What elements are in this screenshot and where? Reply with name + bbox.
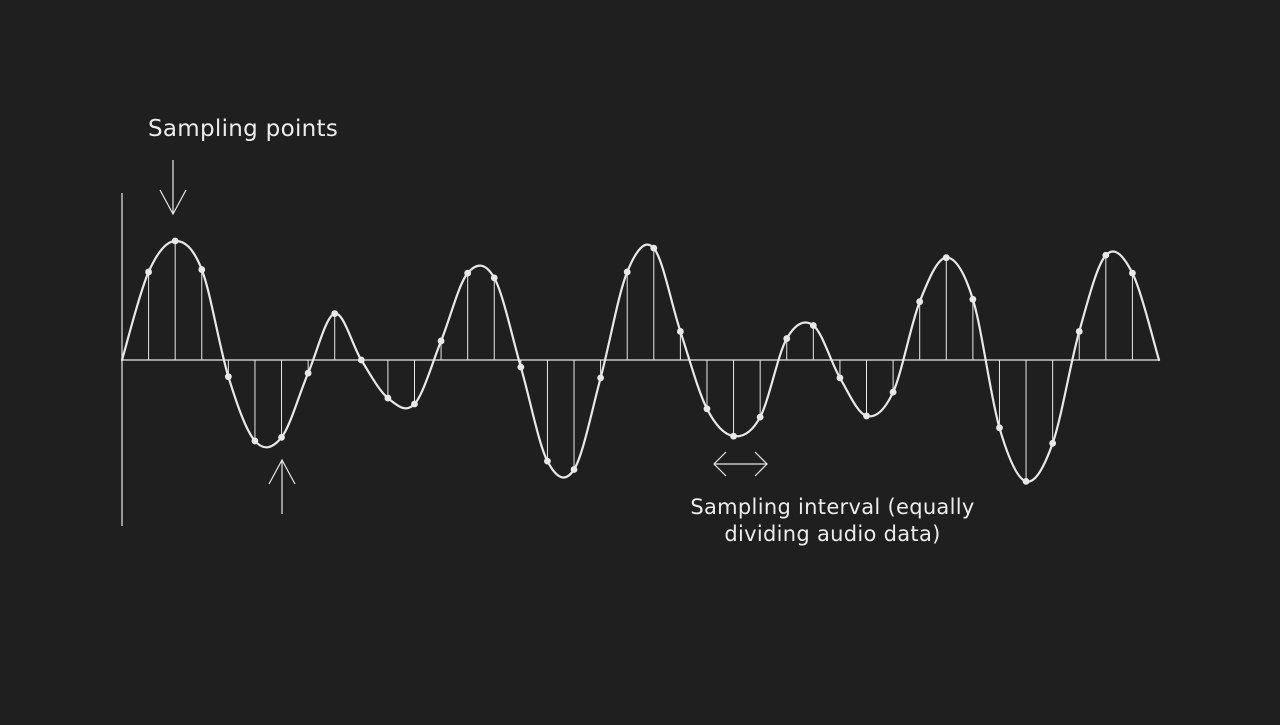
sample-point xyxy=(304,369,312,377)
sample-point xyxy=(570,466,578,473)
sample-point xyxy=(889,388,897,396)
sample-stems xyxy=(148,241,1133,482)
sample-point xyxy=(783,335,791,342)
sample-point xyxy=(490,274,498,282)
sample-point xyxy=(1049,439,1057,447)
double-arrow-icon xyxy=(713,451,768,477)
sample-point xyxy=(942,254,950,262)
sampling-interval-label-line1: Sampling interval (equally xyxy=(690,495,975,519)
sample-point xyxy=(916,298,924,306)
sample-point xyxy=(198,266,206,273)
sample-point xyxy=(1102,251,1110,259)
sample-point xyxy=(863,412,870,420)
sample-point xyxy=(996,424,1003,432)
sample-point xyxy=(703,405,711,413)
sample-point xyxy=(464,269,472,277)
sample-point xyxy=(730,432,737,440)
sample-point xyxy=(437,337,445,345)
up-arrow-icon xyxy=(268,458,296,514)
sample-point xyxy=(836,374,844,382)
sample-point xyxy=(1022,477,1030,485)
sampling-interval-label-line2: dividing audio data) xyxy=(724,522,941,546)
sample-point xyxy=(650,244,658,252)
waveform-curve xyxy=(120,239,1161,483)
sample-point xyxy=(809,322,817,329)
axes xyxy=(121,193,1159,526)
sampling-interval-label: Sampling interval (equally dividing audi… xyxy=(660,494,1005,548)
sample-point xyxy=(357,356,365,364)
down-arrow-icon xyxy=(159,160,187,216)
sample-point xyxy=(676,328,684,335)
sample-point xyxy=(623,268,631,276)
sample-points xyxy=(145,237,1136,485)
sample-point xyxy=(171,237,179,245)
sample-point xyxy=(517,363,525,371)
sample-point xyxy=(331,310,339,317)
sample-point xyxy=(1075,328,1083,335)
sample-point xyxy=(384,394,392,402)
sample-point xyxy=(224,373,232,381)
sample-point xyxy=(544,457,551,465)
sample-point xyxy=(278,433,285,441)
sample-point xyxy=(1129,269,1136,277)
sample-point xyxy=(145,268,152,276)
sampling-points-label: Sampling points xyxy=(148,116,339,142)
sample-point xyxy=(597,374,605,382)
sample-point xyxy=(251,437,259,445)
sample-point xyxy=(969,295,977,303)
sample-point xyxy=(411,400,418,408)
sample-point xyxy=(756,413,764,421)
